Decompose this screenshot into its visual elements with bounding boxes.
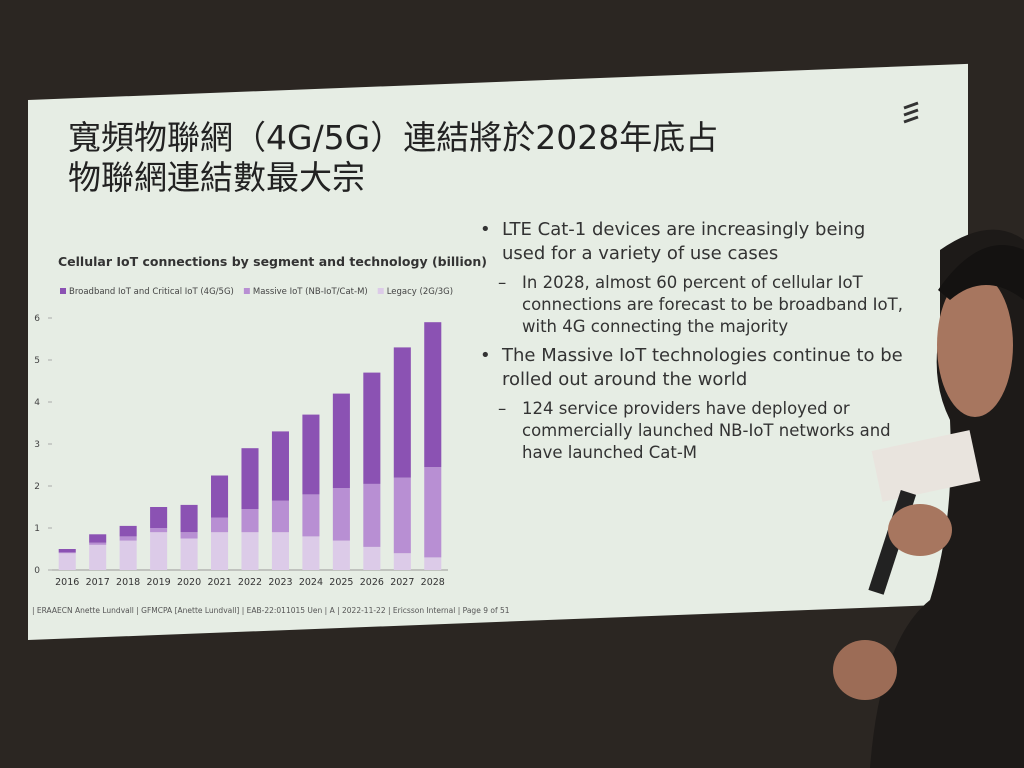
x-tick-label: 2019 <box>147 577 171 588</box>
legend-label: Massive IoT (NB-IoT/Cat-M) <box>253 287 368 297</box>
y-tick-label: 2 <box>34 482 40 492</box>
bar-segment <box>424 557 442 570</box>
bar-segment <box>89 544 107 570</box>
x-tick-label: 2016 <box>55 577 79 588</box>
y-tick-label: 1 <box>34 524 40 534</box>
bar-segment <box>241 448 259 510</box>
slide-title: 寬頻物聯網（4G/5G）連結將於2028年底占 物聯網連結數最大宗 <box>68 118 718 198</box>
bar-segment <box>150 507 168 528</box>
bar-segment <box>150 532 168 570</box>
sub-bullet: 124 service providers have deployed or c… <box>478 398 908 464</box>
legend-swatch <box>60 288 66 294</box>
y-tick-label: 3 <box>34 440 40 450</box>
bar-segment <box>241 509 259 533</box>
bar-segment <box>119 540 137 570</box>
bar-segment <box>393 553 411 570</box>
bar-segment <box>332 488 350 541</box>
footer: | ERAAECN Anette Lundvall | GFMCPA [Anet… <box>32 606 510 615</box>
x-tick-label: 2018 <box>116 577 140 588</box>
title-line: 物聯網連結數最大宗 <box>68 158 365 197</box>
x-tick-label: 2020 <box>177 577 201 588</box>
legend-swatch <box>243 288 250 294</box>
bar-segment <box>271 532 289 570</box>
bar-segment <box>58 552 76 554</box>
x-tick-label: 2026 <box>360 577 384 588</box>
bar-segment <box>211 532 229 570</box>
x-tick-label: 2027 <box>390 577 414 588</box>
bar-segment <box>302 536 320 570</box>
y-tick-label: 0 <box>34 566 40 576</box>
bar-segment <box>89 534 107 543</box>
bar-segment <box>363 546 381 570</box>
bar-segment <box>302 494 320 537</box>
x-tick-label: 2028 <box>421 577 445 588</box>
x-tick-label: 2023 <box>268 577 292 588</box>
logo <box>903 101 919 124</box>
legend-swatch <box>377 288 384 294</box>
chart-title: Cellular IoT connections by segment and … <box>58 254 487 269</box>
y-tick-label: 6 <box>34 314 40 324</box>
bar-segment <box>332 393 350 489</box>
bar-segment <box>271 431 289 501</box>
title-line: 寬頻物聯網（4G/5G）連結將於2028年底占 <box>68 118 719 157</box>
y-tick-label: 4 <box>34 398 40 408</box>
bar-segment <box>332 540 350 570</box>
speaker <box>833 229 1024 768</box>
bar-segment <box>89 542 107 545</box>
legend-label: Broadband IoT and Critical IoT (4G/5G) <box>69 287 234 297</box>
bar-segment <box>58 553 76 570</box>
bar-segment <box>119 525 137 537</box>
bar-segment <box>150 528 168 533</box>
bar-segment <box>211 475 229 518</box>
bullet: LTE Cat-1 devices are increasingly being… <box>478 218 908 266</box>
bar-segment <box>180 504 198 533</box>
bar-segment <box>302 414 320 495</box>
bar-segment <box>180 532 198 539</box>
bar-segment <box>424 467 442 558</box>
bar-segment <box>180 538 198 570</box>
bar-segment <box>119 536 137 541</box>
bar-segment <box>271 500 289 533</box>
bullet: The Massive IoT technologies continue to… <box>478 344 908 392</box>
bar-segment <box>58 549 76 553</box>
x-tick-label: 2025 <box>329 577 353 588</box>
bar-segment <box>211 517 229 533</box>
x-tick-label: 2022 <box>238 577 262 588</box>
bar-segment <box>363 483 381 547</box>
bar-segment <box>241 532 259 570</box>
x-tick-label: 2021 <box>207 577 231 588</box>
x-tick-label: 2017 <box>86 577 110 588</box>
bar-segment <box>424 322 442 468</box>
bullet-list: LTE Cat-1 devices are increasingly being… <box>478 218 908 470</box>
y-tick-label: 5 <box>34 356 40 366</box>
sub-bullet: In 2028, almost 60 percent of cellular I… <box>478 272 908 338</box>
bar-segment <box>393 477 411 554</box>
x-tick-label: 2024 <box>299 577 323 588</box>
legend-label: Legacy (2G/3G) <box>387 287 453 297</box>
bar-segment <box>363 372 381 484</box>
bar-segment <box>393 347 411 478</box>
